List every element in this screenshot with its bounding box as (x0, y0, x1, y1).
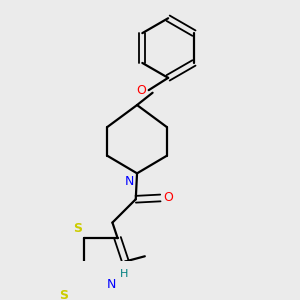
Text: S: S (59, 289, 68, 300)
Text: N: N (107, 278, 117, 290)
Text: S: S (73, 222, 82, 235)
Text: H: H (119, 269, 128, 279)
Text: O: O (136, 84, 146, 98)
Text: O: O (164, 191, 173, 205)
Text: N: N (124, 175, 134, 188)
